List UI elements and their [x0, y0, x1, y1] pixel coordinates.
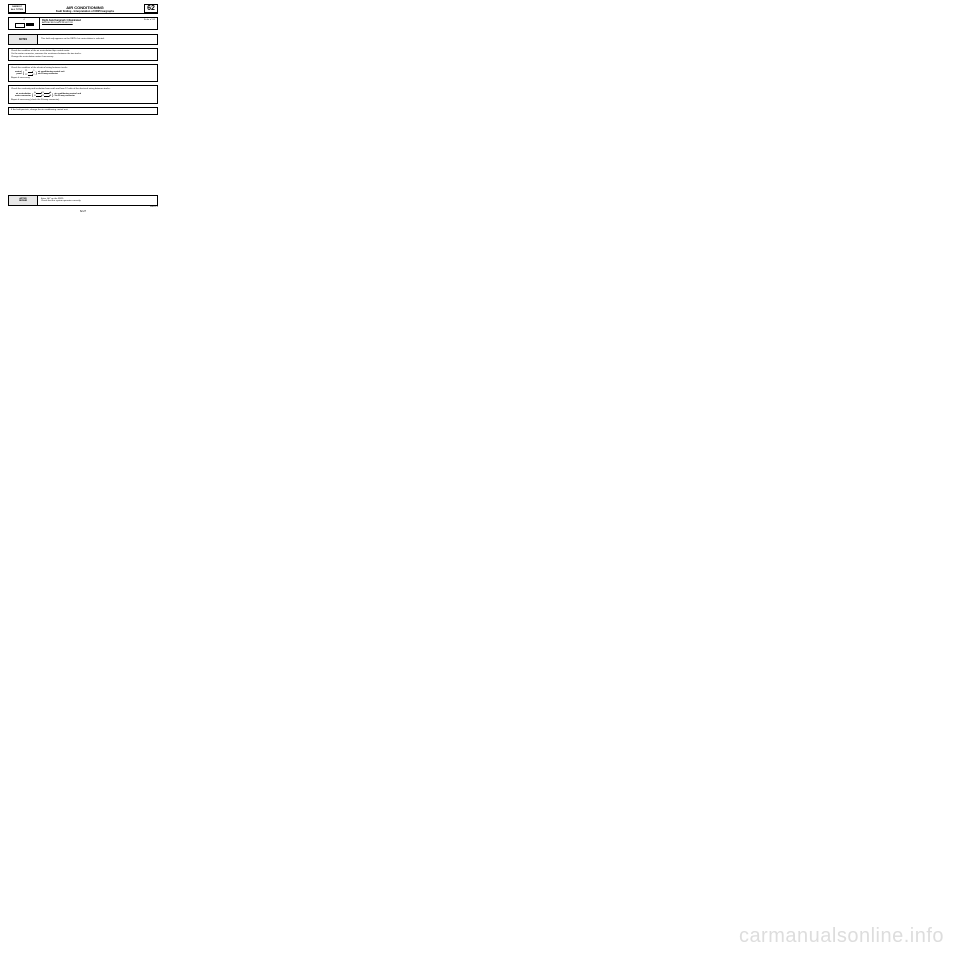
- header-titles: AIR CONDITIONING Fault finding - Interpr…: [26, 4, 144, 13]
- brace-close-icon: }: [52, 93, 53, 97]
- step-4: If the fault persists, change the air co…: [8, 107, 158, 115]
- manual-page: CA05DCCALL TYPES AIR CONDITIONING Fault …: [8, 4, 158, 213]
- wiring-row: 22 2: [25, 74, 34, 77]
- bargraph-indicator: 4: [9, 18, 40, 29]
- notes-label: NOTES: [8, 34, 38, 45]
- after-repair-text: Enter G0* on the XR25 Check that the sys…: [38, 195, 158, 206]
- bargraph-description: Fiche n° 61 Right-hand bargraph 4 illumi…: [40, 18, 157, 29]
- step2-left-label: controlpanel: [15, 71, 22, 75]
- page-number: 62-27: [8, 210, 158, 213]
- step3-left-label: air recirculationmotor connector: [15, 93, 31, 97]
- brace-open-icon: {: [23, 71, 24, 75]
- step-1: Check the condition of the air recircula…: [8, 48, 158, 62]
- notes-box: NOTES This fault only appears on the XR2…: [8, 34, 158, 45]
- watermark: carmanualsonline.info: [739, 925, 944, 948]
- bargraph-box: 4 Fiche n° 61 Right-hand bargraph 4 illu…: [8, 17, 158, 30]
- model-box: CA05DCCALL TYPES: [8, 4, 26, 13]
- bargraph-number: 4: [10, 19, 38, 21]
- wiring-row: B 22 B: [34, 95, 51, 98]
- section-number-box: 62: [144, 4, 158, 13]
- step-2: Check the condition of the electrical wi…: [8, 64, 158, 82]
- brace-close-icon: }: [35, 71, 36, 75]
- step2-wiring: controlpanel { 21 1 22 2 } air condition…: [15, 70, 155, 76]
- indicator-filled: [26, 23, 34, 26]
- step3-right-label: air conditioning control unitVia 30-way …: [55, 93, 82, 97]
- step3-rows: A 21 A B 22 B: [34, 92, 51, 98]
- fiche-ref: Fiche n° 61: [144, 19, 155, 21]
- pin-c: B: [50, 95, 51, 98]
- doc-reference: DI6221.0: [8, 206, 158, 208]
- bargraph-subtitle: AIR RECIRCULATION MOTOR: [42, 22, 155, 24]
- step2-line1: Check the condition of the electrical wi…: [11, 67, 155, 70]
- brace-open-icon: {: [32, 93, 33, 97]
- bargraph-icon: [10, 23, 38, 28]
- indicator-empty: [15, 23, 25, 28]
- step1-line3: Change the recirculation motor if necess…: [11, 56, 155, 59]
- after-repair-label: AFTERREPAIR: [8, 195, 38, 206]
- pin-b: 2: [33, 74, 34, 77]
- step2-right-label: air conditioning control unitvia 30-way …: [38, 71, 65, 75]
- step3-wiring: air recirculationmotor connector { A 21 …: [15, 92, 155, 98]
- step3-line1: Check the continuity and insulation from…: [11, 88, 155, 91]
- step2-line2: Repair if necessary.: [11, 77, 155, 80]
- header-subtitle: Fault finding - Interpretation of XR25 b…: [26, 10, 144, 13]
- notes-text: This fault only appears on the XR25 if a…: [38, 34, 158, 45]
- after-repair-box: AFTERREPAIR Enter G0* on the XR25 Check …: [8, 195, 158, 206]
- after-line2: Check that the system operates correctly…: [41, 200, 154, 203]
- step4-text: If the fault persists, change the air co…: [11, 109, 155, 112]
- page-header: CA05DCCALL TYPES AIR CONDITIONING Fault …: [8, 4, 158, 14]
- step-3: Check the continuity and insulation from…: [8, 85, 158, 103]
- step3-line2: Repair if necessary (check the 30-way co…: [11, 99, 155, 102]
- step2-rows: 21 1 22 2: [25, 70, 34, 76]
